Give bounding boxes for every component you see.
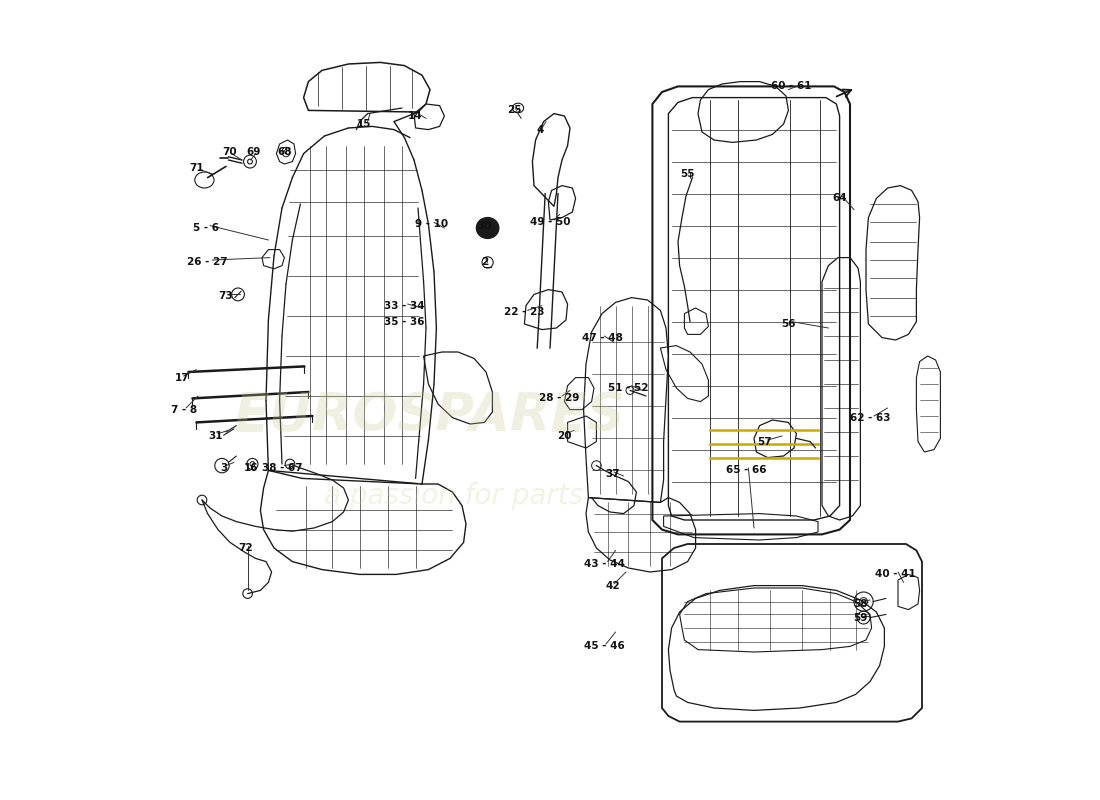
- Text: 30: 30: [477, 221, 492, 230]
- Text: 68: 68: [277, 147, 292, 157]
- Text: 20: 20: [558, 431, 572, 441]
- Text: 56: 56: [781, 319, 795, 329]
- Text: 42: 42: [605, 581, 619, 590]
- Text: 49 - 50: 49 - 50: [530, 218, 570, 227]
- Text: 28 - 29: 28 - 29: [539, 394, 580, 403]
- Text: 7 - 8: 7 - 8: [170, 405, 197, 414]
- Text: 57: 57: [757, 437, 772, 446]
- Text: 40 - 41: 40 - 41: [876, 570, 916, 579]
- Text: 14: 14: [408, 111, 422, 121]
- Text: 51 - 52: 51 - 52: [608, 383, 649, 393]
- Ellipse shape: [476, 218, 498, 238]
- Text: a passion for parts: a passion for parts: [324, 482, 584, 510]
- Text: EUROSPARES: EUROSPARES: [234, 390, 626, 442]
- Text: 64: 64: [833, 194, 847, 203]
- Text: 45 - 46: 45 - 46: [584, 642, 625, 651]
- Text: 38 - 67: 38 - 67: [262, 463, 303, 473]
- Text: 2: 2: [481, 258, 488, 267]
- Text: 55: 55: [680, 170, 695, 179]
- Text: 25: 25: [507, 106, 521, 115]
- Text: 43 - 44: 43 - 44: [584, 559, 625, 569]
- Text: 47 - 48: 47 - 48: [582, 333, 623, 342]
- Text: 16: 16: [243, 463, 258, 473]
- Text: 59: 59: [854, 613, 868, 622]
- Text: 69: 69: [246, 147, 261, 157]
- Text: 33 - 34: 33 - 34: [384, 302, 425, 311]
- Text: 26 - 27: 26 - 27: [187, 258, 228, 267]
- Text: 35 - 36: 35 - 36: [384, 318, 425, 327]
- Text: 70: 70: [222, 147, 238, 157]
- Text: 31: 31: [208, 431, 223, 441]
- Text: 9 - 10: 9 - 10: [415, 219, 448, 229]
- Text: 72: 72: [239, 543, 253, 553]
- Text: 5 - 6: 5 - 6: [192, 223, 219, 233]
- Text: 71: 71: [189, 163, 204, 173]
- Text: 60 - 61: 60 - 61: [771, 82, 812, 91]
- Text: 4: 4: [537, 125, 544, 134]
- Text: 15: 15: [358, 119, 372, 129]
- Text: 37: 37: [605, 469, 619, 478]
- Text: 62 - 63: 62 - 63: [849, 413, 890, 422]
- Text: 17: 17: [175, 373, 189, 382]
- Text: 73: 73: [219, 291, 233, 301]
- Text: 65 - 66: 65 - 66: [726, 466, 767, 475]
- Text: 22 - 23: 22 - 23: [504, 307, 544, 317]
- Text: 58: 58: [854, 599, 868, 609]
- Text: 3: 3: [220, 463, 228, 473]
